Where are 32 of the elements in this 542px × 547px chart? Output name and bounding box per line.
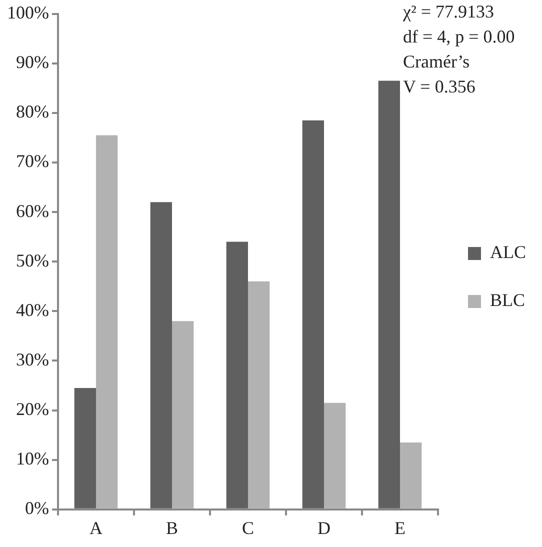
y-tick-label: 10% (16, 448, 49, 469)
annotation: V = 0.356 (403, 76, 476, 97)
legend-label: BLC (490, 290, 526, 310)
bar (172, 321, 194, 508)
y-tick-label: 30% (16, 349, 49, 370)
annotation: df = 4, p = 0.00 (403, 26, 515, 47)
y-tick-label: 60% (16, 200, 49, 221)
bar (248, 281, 270, 508)
legend-label: ALC (490, 242, 526, 262)
y-tick-label: 80% (16, 102, 49, 122)
x-tick-label: E (394, 518, 406, 538)
bar (74, 388, 96, 508)
y-tick-label: 50% (16, 250, 49, 270)
bar (150, 202, 172, 508)
annotation: χ² = 77.9133 (402, 2, 494, 22)
y-tick-label: 0% (24, 498, 49, 518)
bar (324, 402, 346, 508)
bar (226, 242, 248, 508)
y-tick-label: 70% (16, 151, 49, 172)
x-tick-label: A (89, 518, 102, 538)
bar (378, 80, 400, 508)
annotation: Cramér’s (403, 52, 470, 72)
bar (302, 120, 324, 508)
x-tick-label: C (242, 518, 254, 538)
bar (96, 135, 118, 508)
y-tick-label: 90% (16, 52, 49, 72)
bar (400, 442, 422, 508)
y-tick-label: 40% (16, 300, 49, 320)
y-tick-label: 100% (6, 2, 49, 23)
y-tick-label: 20% (16, 399, 49, 420)
x-tick-label: D (318, 518, 330, 538)
x-tick-label: B (166, 518, 178, 538)
